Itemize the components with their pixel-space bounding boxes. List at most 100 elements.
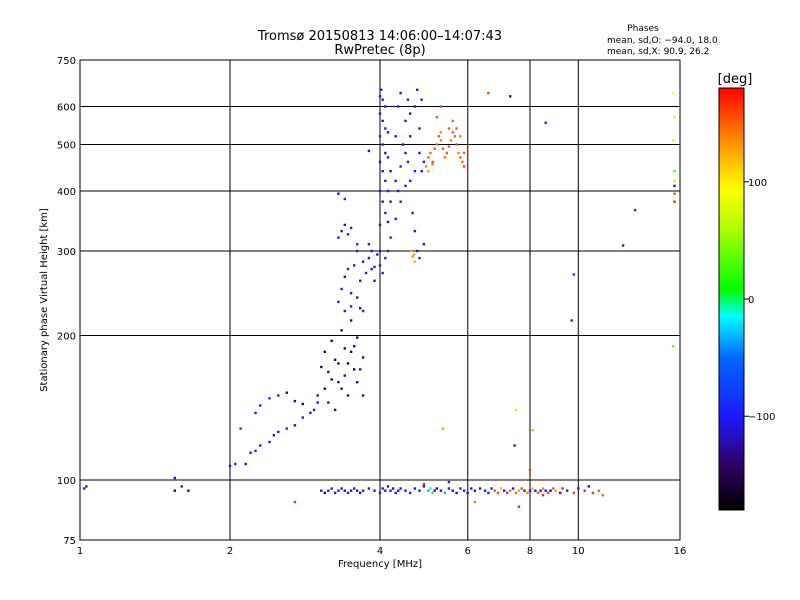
- data-point: [671, 91, 675, 95]
- data-point: [536, 491, 540, 495]
- data-point: [528, 489, 532, 492]
- data-point: [447, 487, 451, 490]
- data-point: [406, 98, 410, 101]
- data-point: [327, 489, 330, 492]
- data-point: [531, 429, 534, 432]
- data-point: [439, 139, 443, 142]
- data-point: [418, 151, 421, 155]
- data-point: [364, 271, 368, 275]
- data-point: [361, 394, 365, 397]
- data-point: [633, 208, 637, 212]
- data-point: [443, 491, 447, 495]
- data-point: [293, 399, 297, 403]
- data-point: [349, 305, 353, 308]
- data-point: [330, 339, 333, 342]
- data-point: [547, 491, 550, 495]
- data-point: [583, 489, 586, 492]
- data-point: [316, 401, 319, 404]
- data-point: [378, 160, 382, 164]
- data-point: [561, 487, 564, 490]
- x-tick-label: 2: [227, 546, 233, 557]
- data-point: [346, 394, 350, 397]
- data-point: [378, 95, 382, 98]
- data-point: [327, 401, 330, 404]
- data-point: [330, 487, 333, 490]
- data-point: [285, 427, 288, 430]
- data-point: [337, 192, 340, 195]
- data-point: [180, 485, 183, 488]
- data-point: [541, 487, 545, 490]
- colorbar-label: [deg]: [718, 72, 753, 87]
- data-point: [413, 487, 417, 490]
- x-axis-label: Frequency [MHz]: [338, 559, 422, 570]
- data-point: [356, 489, 359, 492]
- chart-title: Tromsø 20150813 14:06:00–14:07:43: [257, 29, 502, 44]
- data-point: [373, 265, 376, 269]
- data-point: [459, 487, 462, 490]
- y-tick-label: 75: [63, 536, 76, 547]
- data-point: [323, 350, 326, 353]
- data-point: [513, 444, 516, 447]
- data-point: [187, 489, 190, 492]
- data-point: [386, 249, 390, 253]
- data-point: [173, 489, 176, 492]
- data-point: [435, 116, 438, 119]
- data-point: [503, 489, 506, 492]
- data-point: [601, 494, 604, 497]
- data-point: [346, 267, 350, 271]
- data-point: [404, 184, 407, 188]
- data-point: [404, 119, 407, 123]
- data-point: [378, 189, 382, 193]
- data-point: [349, 350, 353, 353]
- data-point: [451, 119, 454, 123]
- data-point: [441, 147, 445, 150]
- data-point: [493, 489, 496, 492]
- data-point: [528, 468, 532, 472]
- data-point: [453, 135, 456, 138]
- data-point: [411, 211, 414, 215]
- colorbar-ticks: 100 0 −100: [744, 178, 775, 423]
- data-point: [378, 249, 382, 253]
- data-point: [333, 491, 337, 495]
- data-point: [455, 491, 458, 495]
- data-point: [361, 356, 365, 359]
- data-point: [544, 121, 547, 124]
- data-point: [389, 489, 392, 492]
- data-point: [384, 179, 387, 183]
- colorbar-tick-label: −100: [748, 412, 775, 423]
- colorbar: [719, 88, 744, 510]
- data-point: [406, 160, 410, 164]
- data-point: [413, 105, 417, 108]
- data-point: [259, 404, 262, 407]
- data-point: [394, 179, 397, 183]
- data-point: [386, 189, 390, 193]
- data-point: [323, 491, 326, 495]
- data-point: [411, 255, 414, 258]
- data-point: [451, 131, 454, 134]
- data-point: [517, 505, 521, 508]
- x-axis-ticks: 1 2 4 6 8 10 16: [77, 546, 687, 557]
- data-point: [346, 491, 350, 495]
- data-point: [378, 112, 382, 115]
- data-point: [333, 408, 337, 412]
- data-point: [259, 444, 262, 447]
- data-point: [409, 491, 412, 495]
- data-point: [346, 233, 350, 236]
- data-point: [333, 358, 337, 361]
- data-point: [544, 489, 547, 492]
- data-point: [447, 480, 451, 484]
- data-point: [572, 273, 576, 276]
- data-point: [353, 345, 356, 348]
- data-point: [572, 491, 576, 495]
- data-point: [431, 163, 434, 166]
- data-point: [277, 430, 280, 434]
- data-point: [554, 489, 557, 492]
- data-point: [399, 91, 402, 95]
- data-point: [422, 483, 426, 486]
- data-point: [429, 151, 432, 155]
- data-point: [451, 489, 454, 492]
- data-point: [487, 91, 490, 95]
- data-point: [399, 165, 402, 168]
- data-point: [459, 156, 462, 159]
- data-point: [427, 170, 430, 173]
